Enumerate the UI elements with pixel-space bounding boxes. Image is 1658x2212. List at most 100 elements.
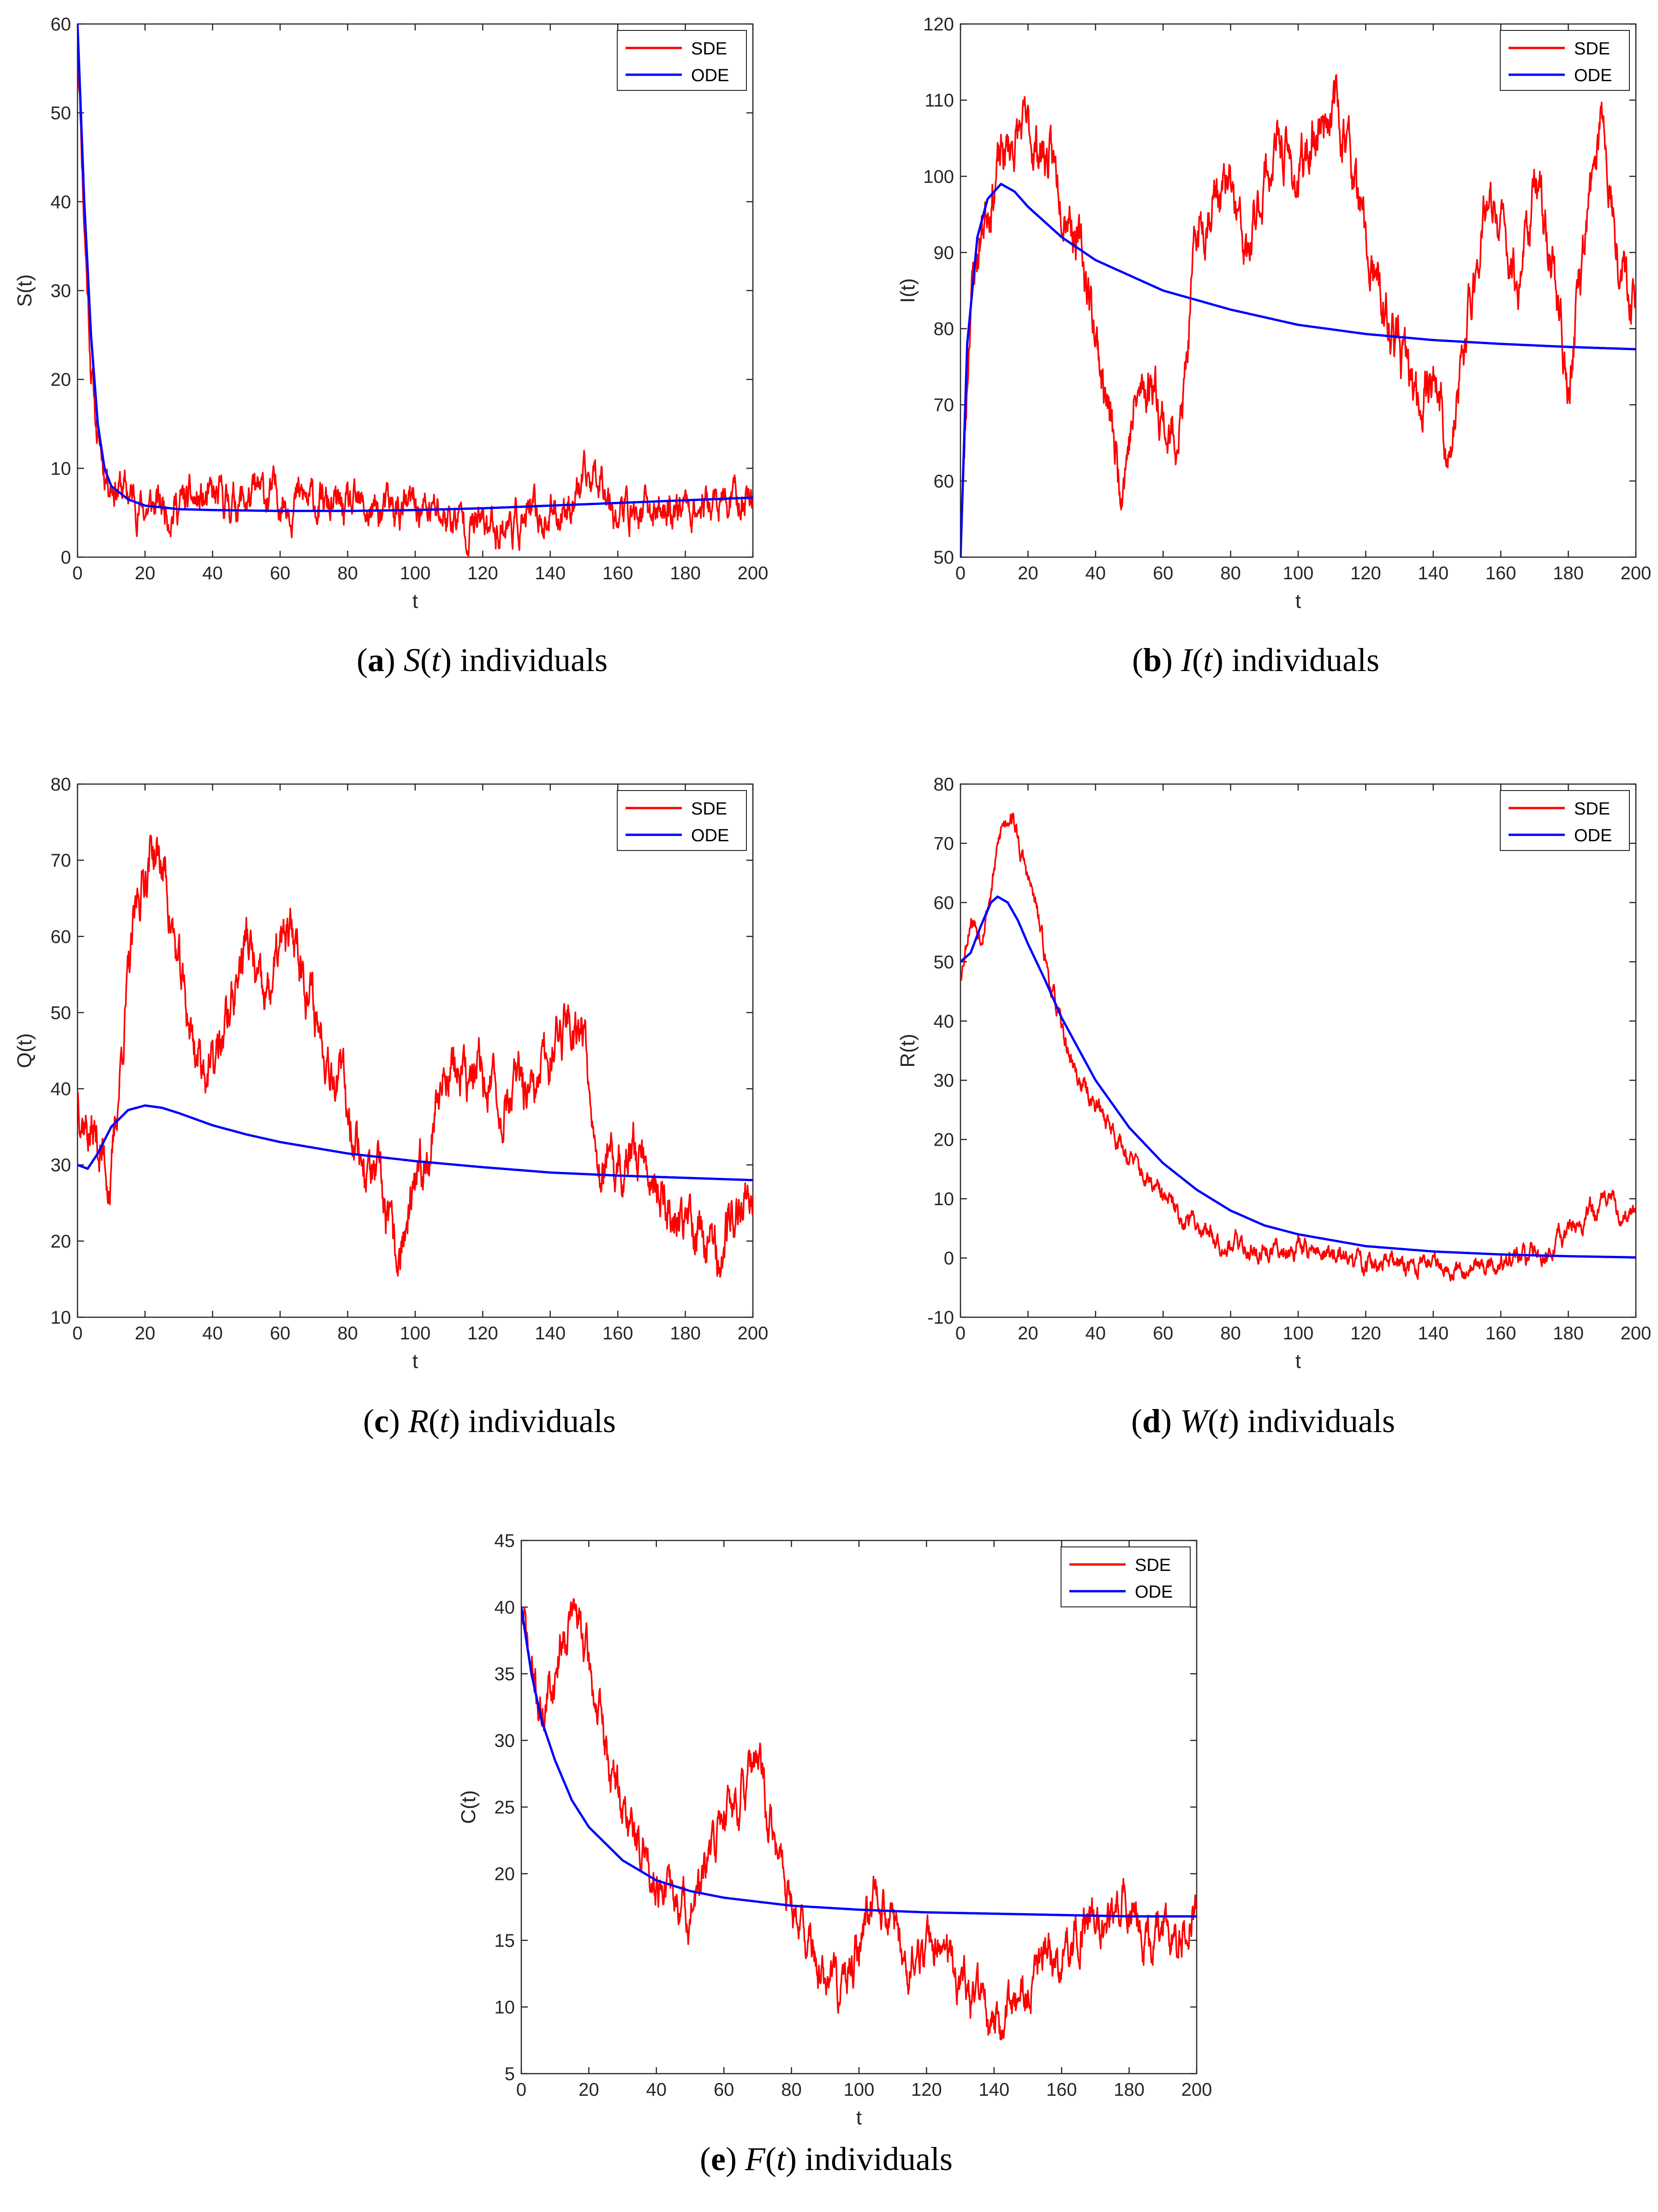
x-tick-label: 100: [400, 563, 431, 583]
x-tick-label: 100: [1283, 563, 1314, 583]
x-tick-label: 200: [1621, 1323, 1652, 1344]
caption-d-label: d: [1142, 1403, 1161, 1439]
y-tick-label: 70: [934, 833, 954, 854]
x-tick-label: 160: [1485, 1323, 1516, 1344]
x-tick-label: 20: [135, 1323, 155, 1344]
x-tick-label: 60: [1153, 563, 1174, 583]
legend: SDE ODE: [1061, 1546, 1191, 1607]
x-tick-label: 120: [911, 2080, 942, 2100]
y-tick-label: 0: [944, 1249, 954, 1269]
caption-b-label: b: [1143, 642, 1162, 678]
y-tick-label: 120: [923, 14, 954, 35]
caption-a-var: S: [403, 642, 420, 678]
legend-label-ode: ODE: [1574, 826, 1612, 845]
y-tick-label: 30: [51, 281, 72, 301]
x-tick-label: 40: [1085, 1323, 1106, 1344]
y-tick-label: 80: [934, 319, 954, 339]
series-sde-line: [521, 1598, 1197, 2040]
series-ode-line: [960, 895, 1636, 1259]
y-tick-label: 50: [934, 547, 954, 568]
legend-label-ode: ODE: [1574, 66, 1612, 85]
legend-label-sde: SDE: [691, 39, 727, 59]
x-tick-label: 0: [72, 563, 83, 583]
x-tick-label: 100: [844, 2080, 875, 2100]
x-tick-label: 20: [579, 2080, 599, 2100]
y-tick-label: 110: [924, 90, 954, 111]
y-tick-label: -10: [927, 1308, 954, 1328]
y-axis-label: C(t): [457, 1790, 480, 1824]
caption-b-text: individuals: [1231, 642, 1379, 678]
caption-d-text: individuals: [1247, 1403, 1395, 1439]
y-tick-label: 60: [51, 14, 72, 35]
x-tick-label: 180: [670, 563, 701, 583]
caption-e-label: e: [711, 2141, 726, 2177]
caption-d-arg: t: [1218, 1403, 1229, 1439]
y-tick-label: 60: [51, 927, 72, 947]
y-tick-label: 0: [61, 547, 71, 568]
x-tick-label: 120: [467, 1323, 498, 1344]
legend-box: [1500, 30, 1630, 91]
x-tick-label: 0: [955, 1323, 966, 1344]
caption-e-arg: t: [776, 2141, 786, 2177]
caption-c: (c) R(t) individuals: [363, 1403, 616, 1439]
y-tick-label: 10: [51, 458, 72, 479]
legend-box: [1500, 790, 1630, 851]
y-tick-label: 70: [51, 850, 72, 871]
x-tick-label: 0: [72, 1323, 83, 1344]
y-axis-label: I(t): [896, 278, 919, 303]
x-tick-label: 160: [1485, 563, 1516, 583]
x-tick-label: 200: [1621, 563, 1652, 583]
x-tick-label: 60: [270, 1323, 291, 1344]
legend-label-ode: ODE: [691, 826, 729, 845]
x-tick-label: 140: [1418, 563, 1449, 583]
legend-box: [617, 790, 747, 851]
caption-a-arg: t: [431, 642, 441, 678]
x-tick-label: 180: [1553, 563, 1584, 583]
x-tick-label: 180: [1114, 2080, 1145, 2100]
caption-d: (d) W(t) individuals: [1131, 1403, 1395, 1439]
series-sde-line: [78, 834, 753, 1278]
legend-label-sde: SDE: [1574, 39, 1610, 59]
caption-a: (a) S(t) individuals: [357, 642, 608, 678]
x-tick-label: 80: [1220, 1323, 1241, 1344]
x-tick-label: 40: [203, 1323, 223, 1344]
caption-c-text: individuals: [468, 1403, 616, 1439]
x-tick-label: 100: [400, 1323, 431, 1344]
plot-area: [960, 23, 1637, 558]
y-tick-label: 10: [51, 1308, 72, 1328]
y-axis-label: Q(t): [13, 1033, 36, 1068]
x-axis-label: t: [1295, 1350, 1301, 1373]
plot-area: [77, 23, 754, 558]
x-tick-label: 60: [1153, 1323, 1174, 1344]
caption-c-var: R: [408, 1403, 429, 1439]
x-tick-label: 140: [535, 1323, 566, 1344]
y-tick-label: 60: [934, 893, 954, 913]
y-tick-label: 80: [51, 774, 72, 795]
y-tick-label: 20: [934, 1130, 954, 1150]
x-tick-label: 40: [1085, 563, 1106, 583]
plot-area: [520, 1540, 1198, 2075]
caption-c-label: c: [374, 1403, 389, 1439]
caption-c-arg: t: [439, 1403, 449, 1439]
y-tick-label: 45: [495, 1531, 515, 1551]
y-tick-label: 40: [51, 192, 72, 212]
x-tick-label: 200: [1181, 2080, 1212, 2100]
x-tick-label: 20: [135, 563, 155, 583]
chart-c: 0 20 40 60 80 100 120 140 160 180 200 10 20 30 40 50 60 7…: [13, 774, 768, 1373]
y-tick-label: 20: [51, 1231, 72, 1252]
x-tick-label: 80: [337, 1323, 358, 1344]
y-tick-label: 40: [495, 1598, 515, 1618]
legend-label-ode: ODE: [691, 66, 729, 85]
y-tick-label: 20: [495, 1864, 515, 1885]
series-sde-line: [78, 30, 753, 557]
legend-label-sde: SDE: [1135, 1556, 1171, 1575]
chart-d: 0 20 40 60 80 100 120 140 160 180 200-100102030405…: [896, 774, 1651, 1373]
y-tick-label: 40: [51, 1079, 72, 1100]
caption-a-text: individuals: [459, 642, 608, 678]
x-tick-label: 40: [646, 2080, 667, 2100]
y-tick-label: 50: [51, 103, 72, 124]
y-axis-label: S(t): [13, 274, 36, 307]
y-tick-label: 5: [505, 2064, 515, 2084]
caption-a-label: a: [368, 642, 385, 678]
caption-b-var: I: [1181, 642, 1193, 678]
